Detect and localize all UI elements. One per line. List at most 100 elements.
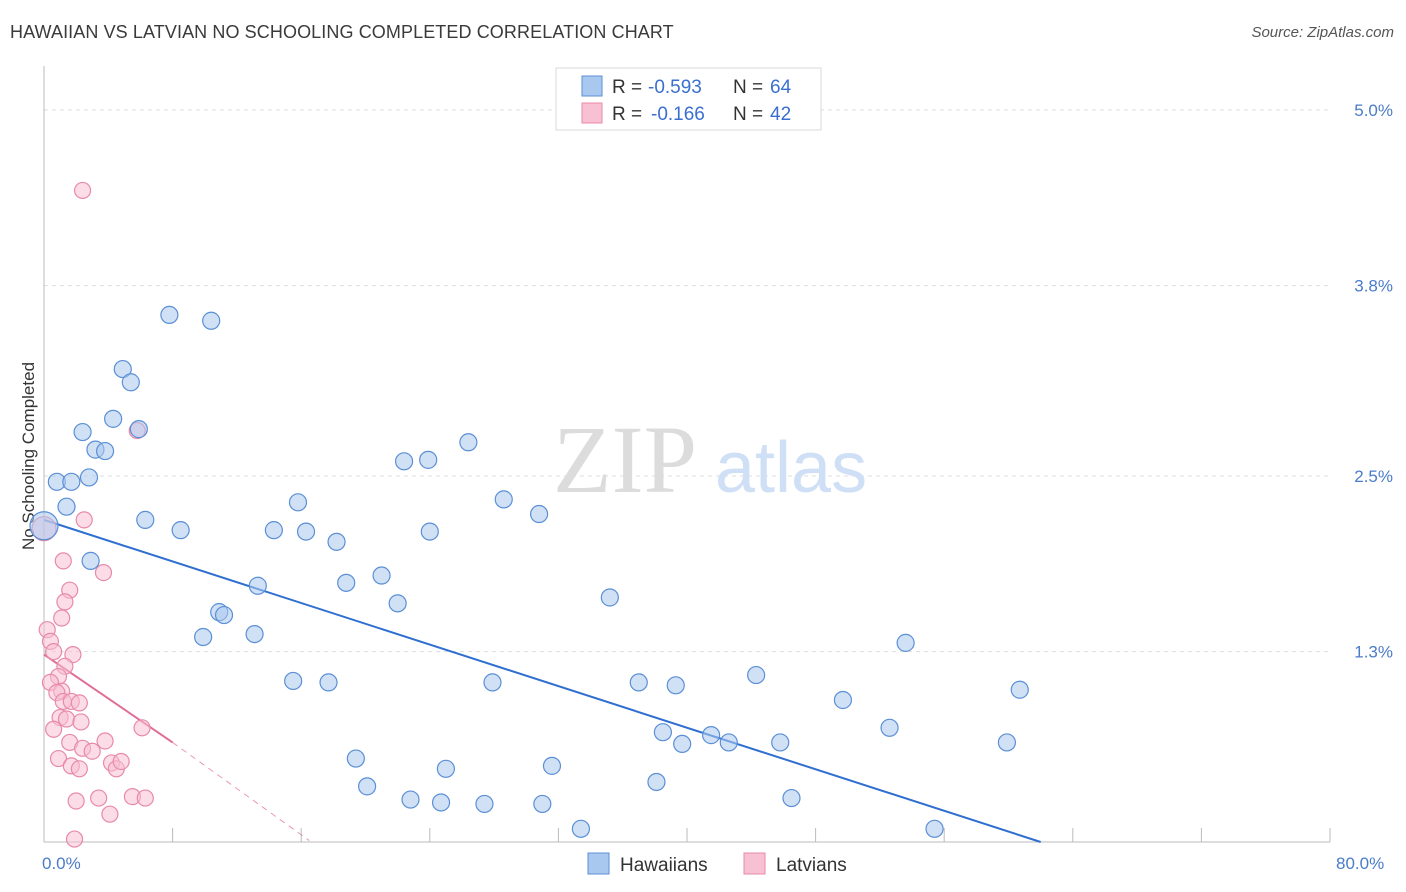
bottom-legend-label-hawaiians: Hawaiians: [620, 855, 708, 876]
hawaiian-point-62: [245, 624, 264, 644]
chart-source: Source: ZipAtlas.com: [1251, 24, 1394, 41]
latvian-point-22: [72, 713, 90, 731]
latvian-point-23: [45, 720, 63, 738]
legend-swatch-hawaiian: [581, 75, 603, 97]
x-tick-marks: [43, 828, 1331, 842]
hawaiian-point-39: [542, 756, 562, 775]
latvian-point-30: [70, 760, 88, 778]
hawaiian-point-16: [194, 627, 213, 647]
latvian-point-39: [101, 805, 119, 823]
latvian-point-11: [45, 643, 63, 661]
hawaiian-point-54: [925, 819, 944, 838]
x-tick-label-max: 80.0%: [1336, 854, 1384, 873]
latvian-point-21: [57, 710, 76, 728]
hawaiian-points: [29, 305, 1029, 838]
y-tick-label-1: 2.5%: [1354, 467, 1393, 486]
legend-r-value-1: -0.593: [648, 77, 702, 98]
hawaiian-point-31: [483, 673, 502, 692]
hawaiian-point-4: [73, 422, 92, 442]
hawaiian-point-9: [121, 373, 140, 392]
hawaiian-point-3: [57, 497, 76, 516]
hawaiian-point-19: [248, 576, 267, 595]
hawaiian-point-50: [782, 788, 801, 808]
watermark: ZIP atlas: [553, 406, 867, 513]
hawaiian-point-30: [420, 522, 439, 541]
bottom-legend-swatch-latvians: [743, 852, 766, 875]
hawaiian-point-21: [296, 522, 316, 541]
legend-r-label-1: R =: [612, 77, 642, 98]
hawaiian-point-22: [284, 671, 303, 691]
hawaiian-point-2: [62, 472, 81, 491]
bottom-legend: Hawaiians Latvians: [587, 852, 847, 876]
hawaiian-point-27: [419, 450, 438, 469]
hawaiian-point-55: [997, 733, 1016, 752]
watermark-atlas: atlas: [715, 428, 867, 508]
trendline-latvians-extension: [172, 742, 310, 841]
hawaiian-point-0: [29, 511, 59, 541]
hawaiian-point-45: [702, 726, 721, 745]
legend-r-value-2: -0.166: [651, 104, 705, 125]
latvian-point-1: [73, 181, 92, 200]
hawaiian-point-47: [647, 772, 666, 792]
hawaiian-point-41: [600, 588, 619, 607]
legend-swatch-latvian: [581, 102, 603, 124]
y-tick-labels: 1.3% 2.5% 3.8% 5.0%: [1354, 101, 1393, 662]
legend-n-value-1: 64: [770, 77, 792, 98]
hawaiian-point-28: [288, 493, 308, 512]
hawaiian-point-40: [571, 819, 591, 838]
hawaiian-point-51: [653, 723, 672, 742]
hawaiian-point-6: [95, 441, 115, 461]
hawaiian-point-12: [160, 305, 179, 325]
hawaiian-point-38: [533, 794, 552, 814]
hawaiian-point-13: [202, 311, 221, 330]
latvian-point-27: [133, 719, 151, 737]
latvian-point-26: [96, 732, 114, 750]
hawaiian-point-10: [129, 420, 148, 439]
hawaiian-point-34: [358, 777, 377, 796]
hawaiian-point-20: [264, 521, 283, 540]
hawaiian-point-57: [896, 633, 915, 652]
hawaiian-point-48: [747, 665, 766, 685]
hawaiian-point-18: [214, 605, 234, 625]
latvian-point-34: [112, 752, 130, 771]
latvian-point-5: [56, 593, 74, 611]
latvian-point-3: [54, 552, 72, 570]
hawaiian-point-53: [880, 718, 899, 737]
hawaiian-point-26: [388, 594, 407, 613]
y-axis-title: No Schooling Completed: [19, 362, 38, 550]
legend-n-label-2: N =: [733, 104, 763, 125]
latvian-point-2: [75, 511, 93, 529]
legend-r-label-2: R =: [612, 104, 642, 125]
hawaiian-point-46: [719, 733, 738, 752]
hawaiian-point-8: [113, 359, 132, 379]
latvian-point-31: [83, 742, 101, 760]
y-tick-label-2: 3.8%: [1354, 277, 1393, 296]
hawaiian-point-59: [494, 490, 513, 509]
hawaiian-point-14: [81, 551, 100, 570]
x-tick-label-min: 0.0%: [42, 854, 81, 873]
chart-title: HAWAIIAN VS LATVIAN NO SCHOOLING COMPLET…: [10, 22, 674, 42]
hawaiian-point-32: [436, 759, 455, 778]
hawaiian-point-42: [629, 673, 648, 692]
hawaiian-point-49: [771, 733, 790, 752]
hawaiian-point-35: [401, 790, 420, 809]
hawaiian-point-37: [475, 794, 494, 814]
legend-n-label-1: N =: [733, 77, 763, 98]
hawaiian-point-33: [346, 749, 365, 768]
hawaiian-point-11: [136, 510, 155, 529]
y-tick-label-0: 1.3%: [1354, 643, 1393, 662]
hawaiian-point-60: [459, 433, 478, 452]
latvian-point-40: [65, 830, 84, 848]
trendlines: [43, 518, 1041, 843]
latvian-point-36: [90, 789, 108, 807]
hawaiian-point-24: [337, 573, 356, 592]
latvian-point-38: [136, 789, 154, 807]
hawaiian-point-61: [394, 452, 414, 471]
latvian-point-9: [64, 645, 82, 664]
hawaiian-point-7: [104, 409, 123, 428]
hawaiian-point-29: [327, 532, 346, 551]
watermark-zip: ZIP: [553, 406, 697, 513]
trendline-hawaiians: [43, 518, 1041, 843]
hawaiian-point-52: [833, 690, 853, 710]
latvian-point-35: [67, 792, 85, 810]
